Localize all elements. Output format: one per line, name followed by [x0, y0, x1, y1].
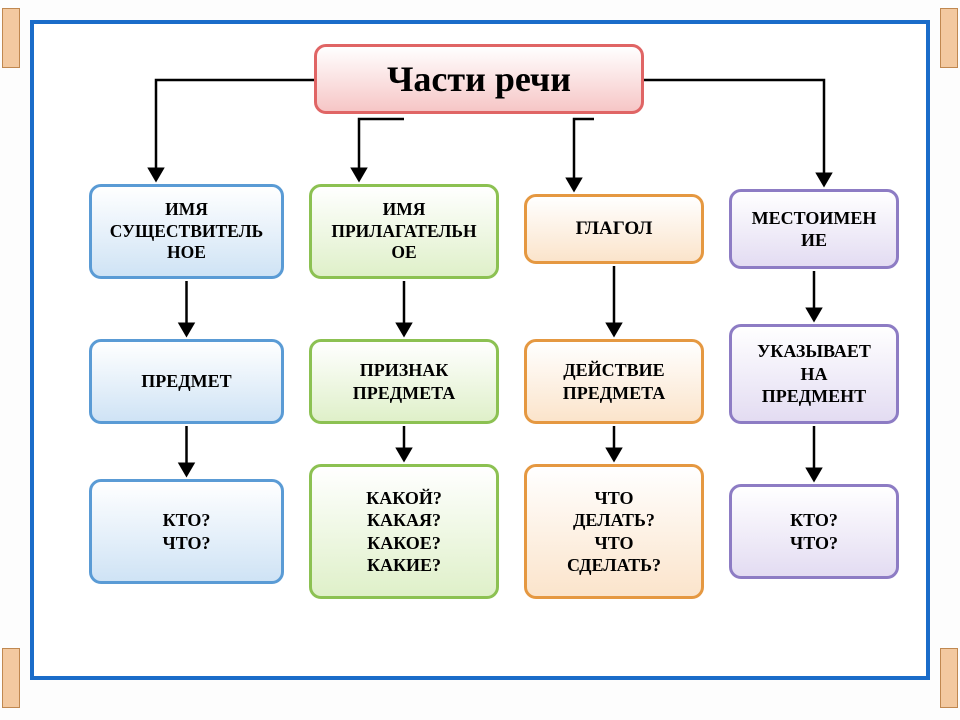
node-a1: ИМЯ ПРИЛАГАТЕЛЬН ОЕ — [309, 184, 499, 279]
node-n2: ПРЕДМЕТ — [89, 339, 284, 424]
node-v2-label: ДЕЙСТВИЕ ПРЕДМЕТА — [563, 359, 666, 404]
side-decoration — [940, 648, 958, 708]
node-n1: ИМЯ СУЩЕСТВИТЕЛЬ НОЕ — [89, 184, 284, 279]
node-v3-label: ЧТО ДЕЛАТЬ? ЧТО СДЕЛАТЬ? — [567, 487, 661, 577]
node-a3: КАКОЙ? КАКАЯ? КАКОЕ? КАКИЕ? — [309, 464, 499, 599]
node-a2-label: ПРИЗНАК ПРЕДМЕТА — [353, 359, 456, 404]
node-v2: ДЕЙСТВИЕ ПРЕДМЕТА — [524, 339, 704, 424]
node-a3-label: КАКОЙ? КАКАЯ? КАКОЕ? КАКИЕ? — [366, 487, 442, 577]
node-p1-label: МЕСТОИМЕН ИЕ — [752, 207, 877, 252]
node-p2-label: УКАЗЫВАЕТ НА ПРЕДМЕНТ — [757, 340, 871, 408]
node-v1-label: ГЛАГОЛ — [576, 217, 653, 241]
side-decoration — [2, 8, 20, 68]
diagram-frame: Части речи ИМЯ СУЩЕСТВИТЕЛЬ НОЕ ПРЕДМЕТ КТО… — [30, 20, 930, 680]
node-a2: ПРИЗНАК ПРЕДМЕТА — [309, 339, 499, 424]
node-n3-label: КТО? ЧТО? — [163, 509, 211, 554]
node-n3: КТО? ЧТО? — [89, 479, 284, 584]
node-v1: ГЛАГОЛ — [524, 194, 704, 264]
side-decoration — [2, 648, 20, 708]
title-box: Части речи — [314, 44, 644, 114]
side-decoration — [940, 8, 958, 68]
title-box-label: Части речи — [387, 57, 571, 102]
node-v3: ЧТО ДЕЛАТЬ? ЧТО СДЕЛАТЬ? — [524, 464, 704, 599]
node-a1-label: ИМЯ ПРИЛАГАТЕЛЬН ОЕ — [331, 199, 476, 265]
node-n2-label: ПРЕДМЕТ — [141, 370, 231, 393]
node-p3: КТО? ЧТО? — [729, 484, 899, 579]
node-p3-label: КТО? ЧТО? — [790, 509, 838, 554]
node-p1: МЕСТОИМЕН ИЕ — [729, 189, 899, 269]
node-n1-label: ИМЯ СУЩЕСТВИТЕЛЬ НОЕ — [110, 199, 263, 265]
node-p2: УКАЗЫВАЕТ НА ПРЕДМЕНТ — [729, 324, 899, 424]
